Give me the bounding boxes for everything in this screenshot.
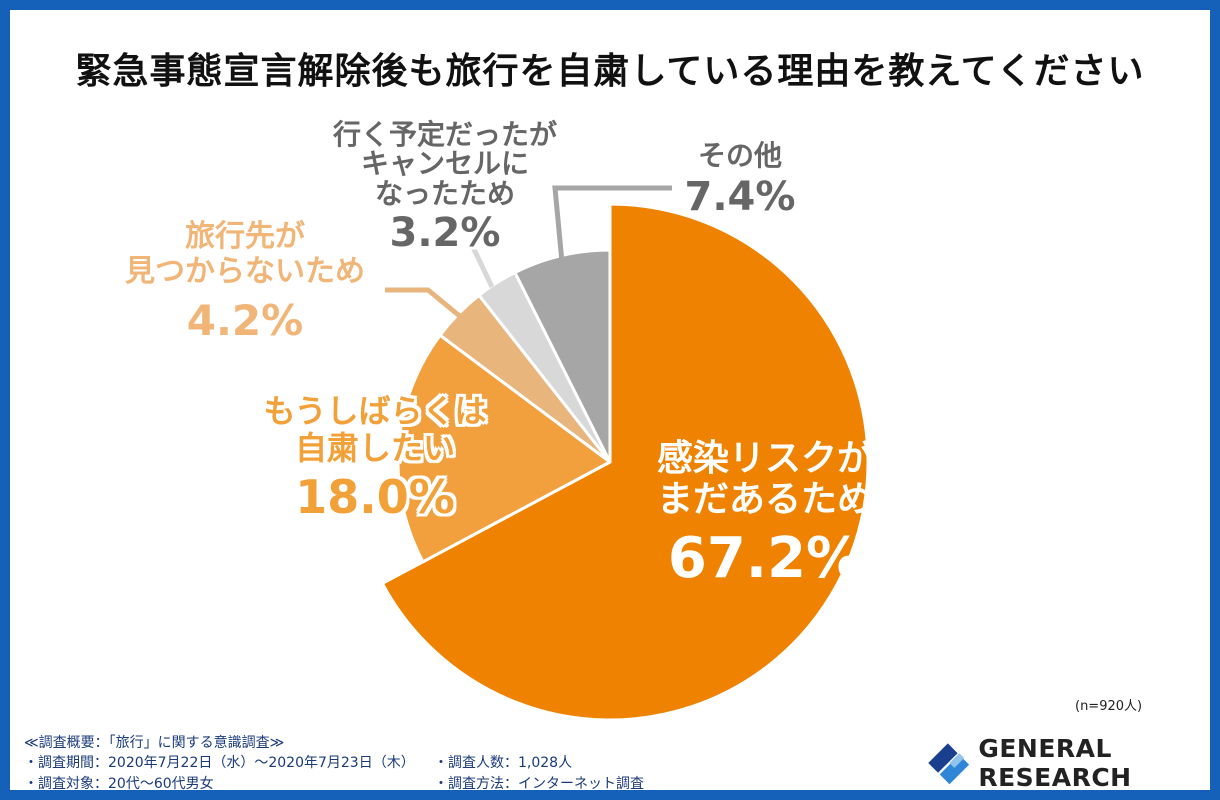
survey-period: ・調査期間：2020年7月22日（水）～2020年7月23日（木） [24,755,415,772]
label-cancel-line2: キャンセルに [360,147,529,181]
logo-text: GENERAL RESEARCH [978,734,1132,792]
leader-line-other [552,185,672,263]
label-other-pct: 7.4% [684,174,796,221]
label-other: その他 7.4% [660,139,820,221]
label-jishuku: もうしばらくは 自粛したい 18.0% [230,393,520,523]
survey-target: ・調査対象：20代～60代男女 [24,775,214,792]
label-kansen-pct: 67.2% [667,525,863,591]
survey-count: ・調査人数：1,028人 [434,755,573,772]
survey-method: ・調査方法：インターネット調査 [434,775,644,792]
sample-size: (n=920人) [1075,699,1143,714]
survey-heading: ≪調査概要：「旅行」に関する意識調査≫ [24,735,285,751]
label-cancel-line1: 行く予定だったが [332,118,557,151]
label-cancel-line3: なったため [374,176,515,210]
label-other-line1: その他 [697,139,782,172]
pie-slice-kansen [380,202,870,722]
label-kansen-line2: まだあるため [656,479,873,521]
leader-line-mitsukaranai [385,287,464,320]
general-research-logo-icon [928,743,970,785]
leader-line-cancel [469,243,495,289]
label-kansen-line1: 感染リスクが [656,438,873,479]
logo: GENERAL RESEARCH [925,734,1220,792]
label-kansen: 感染リスクが まだあるため 67.2% [600,438,930,591]
label-jishuku-pct: 18.0% [295,469,455,524]
chart-title: 緊急事態宣言解除後も旅行を自粛している理由を教えてください [75,51,1145,92]
label-jishuku-line2: 自粛したい [294,428,455,467]
label-cancel-pct: 3.2% [389,210,501,257]
survey-summary: ≪調査概要：「旅行」に関する意識調査≫ ・調査期間：2020年7月22日（水）～… [24,733,644,794]
label-jishuku-line1: もうしばらくは [263,392,487,430]
label-cancel: 行く予定だったが キャンセルに なったため 3.2% [310,118,580,257]
label-mitsukaranai: 旅行先が 見つからないため 4.2% [85,219,405,345]
label-mitsukaranai-line2: 見つからないため [125,253,365,289]
label-mitsukaranai-line1: 旅行先が [185,219,305,254]
pie-slice-jishuku [396,333,612,564]
label-mitsukaranai-pct: 4.2% [186,296,304,345]
